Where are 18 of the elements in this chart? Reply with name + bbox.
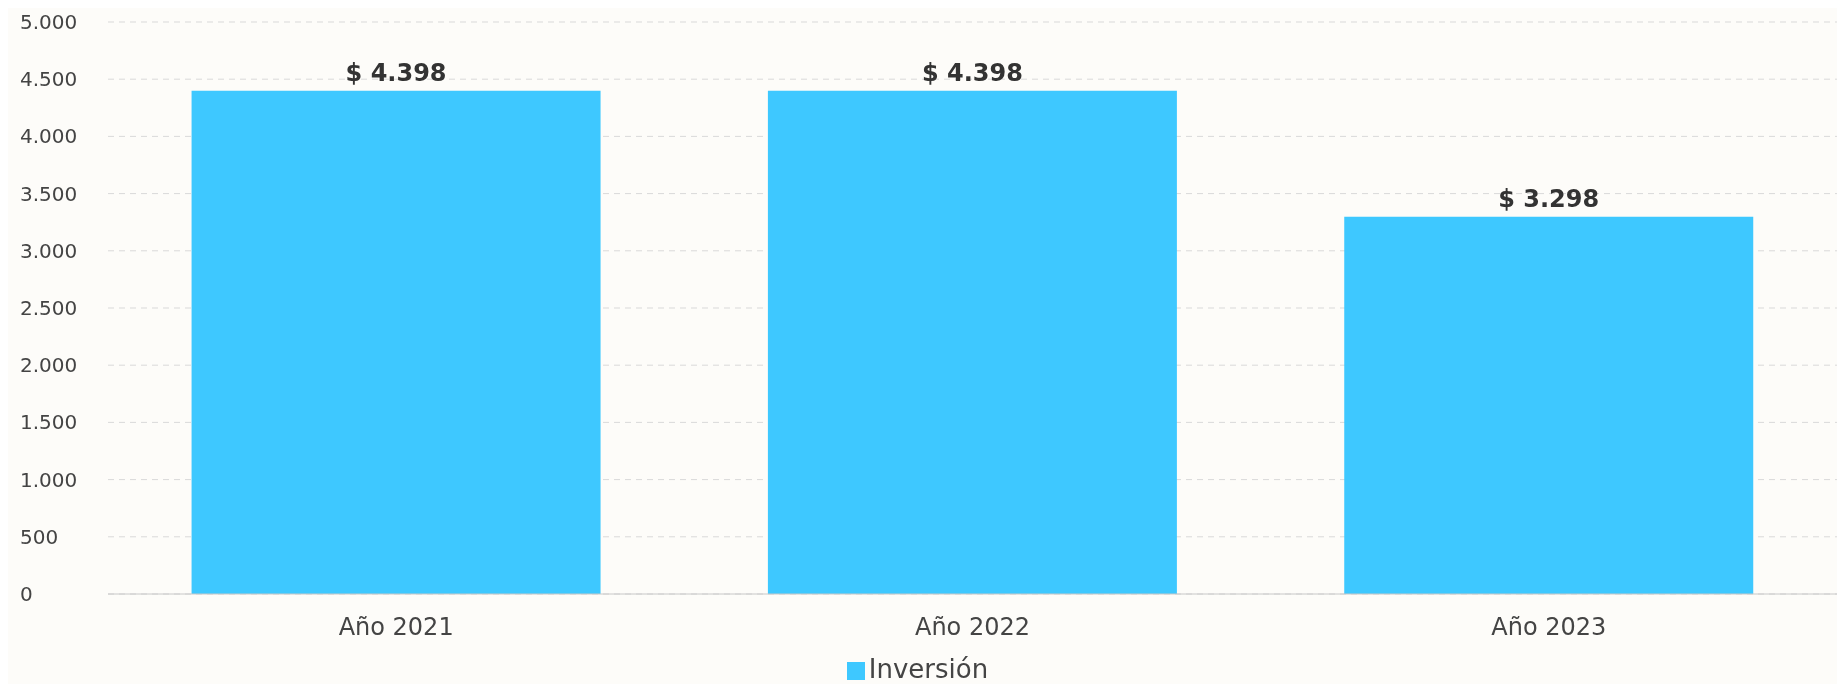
x-tick-label: Año 2021 [338, 613, 454, 642]
y-tick-label: 4.000 [20, 124, 78, 149]
y-tick-label: 0 [20, 582, 33, 606]
y-tick-label: 1.500 [20, 410, 78, 435]
x-tick-label: Año 2023 [1491, 613, 1607, 642]
y-tick-label: 2.000 [20, 353, 78, 378]
data-label: $ 3.298 [1498, 184, 1600, 213]
y-tick-label: 1.000 [20, 467, 78, 492]
legend-label: Inversión [868, 654, 989, 684]
y-tick-label: 5.000 [20, 10, 78, 34]
y-tick-label: 3.500 [20, 181, 78, 206]
data-label: $ 4.398 [921, 58, 1023, 87]
y-tick-label: 500 [20, 524, 59, 549]
y-tick-label: 3.000 [20, 238, 78, 263]
y-tick-label: 2.500 [20, 296, 78, 320]
data-label: $ 4.398 [345, 58, 447, 87]
x-tick-label: Año 2022 [914, 613, 1031, 642]
y-tick-label: 4.500 [20, 67, 78, 92]
